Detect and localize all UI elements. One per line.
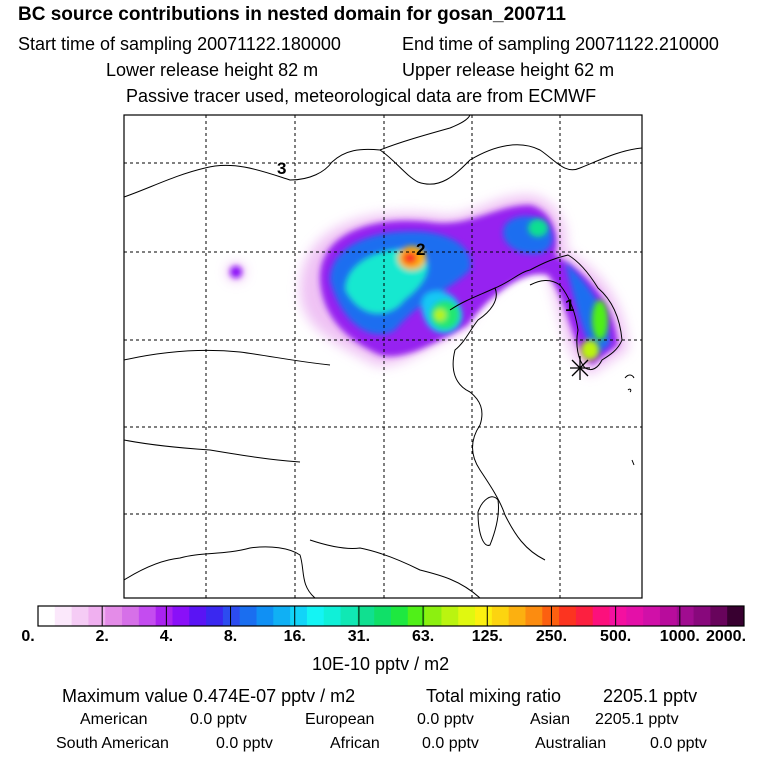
map-frame xyxy=(123,114,643,599)
maximum-value: Maximum value 0.474E-07 pptv / m2 xyxy=(62,686,356,706)
color-scale-segment xyxy=(239,606,258,626)
color-scale-segment xyxy=(222,606,241,626)
color-scale-segment xyxy=(122,606,140,626)
color-scale-segment xyxy=(475,606,493,626)
color-scale-tick-label: 31. xyxy=(347,628,371,645)
color-scale-segment xyxy=(643,606,661,626)
color-scale-segment xyxy=(575,606,594,626)
color-scale-segment xyxy=(458,606,476,626)
color-scale-segment xyxy=(491,606,510,626)
color-scale-segment xyxy=(508,606,526,626)
color-scale-tick-label: 500. xyxy=(600,628,632,645)
color-scale-segment xyxy=(105,606,123,626)
color-scale-frame xyxy=(37,605,745,627)
color-scale-tick-label: 1000. xyxy=(659,628,700,645)
color-scale-segment xyxy=(71,606,89,626)
color-scale-segment xyxy=(290,606,308,626)
color-scale-segment xyxy=(441,606,459,626)
color-scale-segment xyxy=(542,606,560,626)
color-scale-segment xyxy=(424,606,442,626)
lower-release-height: Lower release height 82 m xyxy=(106,60,319,80)
color-scale-segment xyxy=(659,606,678,626)
coastlines xyxy=(124,115,642,598)
african-value: 0.0 pptv xyxy=(422,735,479,752)
color-scale-tick-label: 2000. xyxy=(705,628,747,645)
color-scale-tick-label: 8. xyxy=(223,628,238,645)
african-label: African xyxy=(330,735,380,752)
color-scale-segment xyxy=(155,606,173,626)
australian-label: Australian xyxy=(535,735,607,752)
color-scale-segment xyxy=(88,606,106,626)
color-scale-segment xyxy=(256,606,274,626)
map-label-2: 2 xyxy=(416,240,425,259)
plot-title: BC source contributions in nested domain… xyxy=(18,4,566,25)
color-scale-segment xyxy=(273,606,291,626)
receptor-star-icon xyxy=(570,356,590,380)
color-scale-segment xyxy=(357,606,375,626)
color-scale-segment xyxy=(609,606,627,626)
color-scale-segment xyxy=(626,606,644,626)
color-scale-tick-label: 4. xyxy=(159,628,174,645)
color-scale-segment xyxy=(592,606,611,626)
european-value: 0.0 pptv xyxy=(417,711,474,728)
asian-value: 2205.1 pptv xyxy=(595,711,679,728)
south-american-value: 0.0 pptv xyxy=(216,735,273,752)
tracer-note: Passive tracer used, meteorological data… xyxy=(126,86,597,106)
color-scale-unit: 10E-10 pptv / m2 xyxy=(312,654,450,674)
color-scale-segment xyxy=(391,606,409,626)
color-scale-segment xyxy=(172,606,190,626)
color-scale-segment xyxy=(374,606,392,626)
color-scale-segment xyxy=(189,606,207,626)
plume-field xyxy=(227,195,628,375)
color-scale-ticks: 0. 2. 4. 8. 16. 31. 63. 125. 250. 500. 1000. 2000. xyxy=(0,628,768,648)
color-scale-tick-label: 250. xyxy=(535,628,568,645)
color-scale-segment xyxy=(54,606,73,626)
color-scale-segment xyxy=(525,606,543,626)
color-scale-tick-label: 16. xyxy=(283,628,306,645)
color-scale-segment xyxy=(206,606,224,626)
color-scale-segment xyxy=(676,606,695,626)
color-scale-segment xyxy=(727,606,745,626)
color-scale-segment xyxy=(340,606,358,626)
color-scale-tick-label: 63. xyxy=(411,628,435,645)
end-time-label: End time of sampling 20071122.210000 xyxy=(402,34,719,54)
color-scale-segment xyxy=(323,606,342,626)
map-label-3: 3 xyxy=(277,159,286,178)
color-scale-segment xyxy=(138,606,157,626)
color-scale-segment xyxy=(38,606,56,626)
lat-lon-grid xyxy=(124,115,642,598)
european-label: European xyxy=(305,711,375,728)
asian-label: Asian xyxy=(530,711,571,728)
total-mixing-ratio-label: Total mixing ratio xyxy=(426,686,562,706)
australian-value: 0.0 pptv xyxy=(650,735,707,752)
color-scale-segment xyxy=(407,606,426,626)
color-scale-segment xyxy=(693,606,711,626)
color-scale-tick-label: 125. xyxy=(471,628,503,645)
color-scale-bar xyxy=(37,605,745,627)
color-scale-segment xyxy=(306,606,325,626)
american-value: 0.0 pptv xyxy=(190,711,247,728)
color-scale-segment xyxy=(710,606,728,626)
upper-release-height: Upper release height 62 m xyxy=(402,60,615,80)
total-mixing-ratio-value: 2205.1 pptv xyxy=(603,686,698,706)
map-label-1: 1 xyxy=(565,296,574,315)
start-time-label: Start time of sampling 20071122.180000 xyxy=(18,34,341,54)
american-label: American xyxy=(80,711,148,728)
color-scale-tick-label: 2. xyxy=(95,628,109,645)
south-american-label: South American xyxy=(56,735,169,752)
color-scale-tick-label: 0. xyxy=(21,628,35,645)
color-scale-segment xyxy=(559,606,577,626)
